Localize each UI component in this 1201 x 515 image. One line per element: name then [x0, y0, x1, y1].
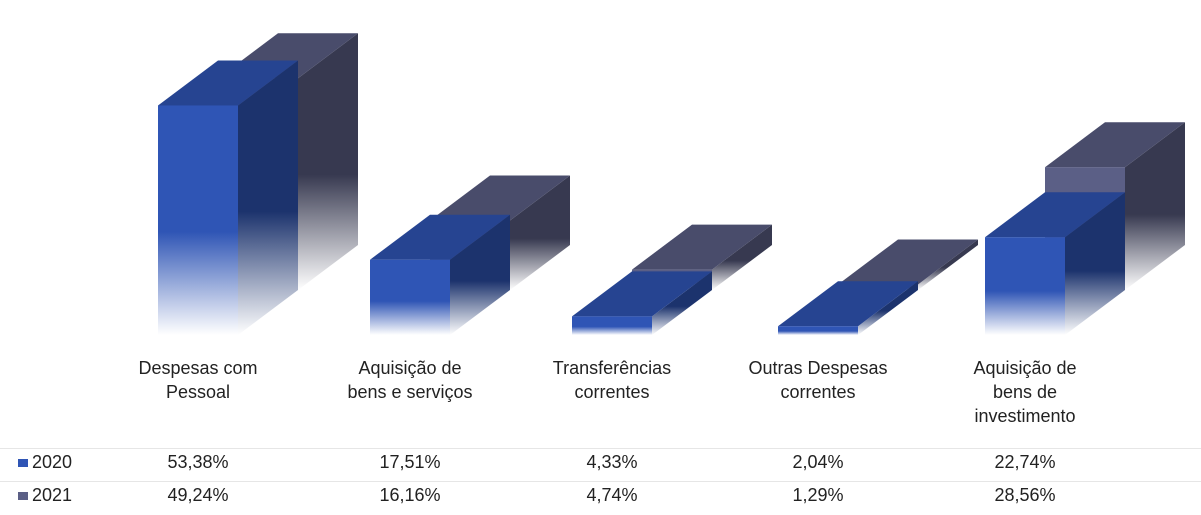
bar-top [572, 271, 712, 317]
bar-side [652, 271, 712, 335]
bar-top [430, 175, 570, 221]
bar-side [510, 175, 570, 290]
bar-side [1065, 192, 1125, 335]
bar [985, 237, 1065, 335]
category-label: Outras Despesas correntes [748, 358, 888, 402]
legend-entry: 2020 [18, 452, 72, 473]
value-label: 53,38% [167, 452, 229, 472]
legend-swatch [18, 459, 28, 468]
bar-top [158, 60, 298, 106]
value-label: 22,74% [994, 452, 1056, 472]
value-label: 49,24% [167, 485, 229, 505]
category-label: Transferências correntes [552, 358, 672, 402]
table-rule [0, 481, 1201, 482]
table-rule [0, 448, 1201, 449]
bar-top [370, 214, 510, 260]
value-label: 2,04% [792, 452, 844, 472]
bar-top [1045, 122, 1185, 168]
plot [158, 33, 1185, 335]
bar-top [985, 192, 1125, 238]
legend-label: 2021 [32, 485, 73, 505]
bar-side [918, 239, 978, 290]
legend-label: 2020 [32, 452, 73, 472]
bar [572, 316, 652, 335]
bar-side [858, 281, 918, 335]
legend-swatch [18, 492, 28, 501]
value-label: 16,16% [379, 485, 441, 505]
category-label: Aquisição de bens de investimento [973, 358, 1077, 426]
value-label: 4,33% [586, 452, 638, 472]
bar-top [838, 239, 978, 285]
legend-entry: 2021 [18, 485, 72, 506]
bar-side [298, 33, 358, 290]
bar-top [778, 281, 918, 327]
bar [158, 105, 238, 335]
bar-side [450, 214, 510, 335]
bar [778, 326, 858, 335]
bar-side [712, 224, 772, 290]
value-label: 28,56% [994, 485, 1056, 505]
category-label: Despesas com Pessoal [138, 358, 258, 402]
bar [370, 259, 450, 335]
bar-side [238, 60, 298, 335]
bar-top [632, 224, 772, 270]
value-label: 1,29% [792, 485, 844, 505]
bar-side [1125, 122, 1185, 290]
value-label: 4,74% [586, 485, 638, 505]
value-label: 17,51% [379, 452, 441, 472]
category-label: Aquisição de bens e serviços [347, 358, 473, 402]
